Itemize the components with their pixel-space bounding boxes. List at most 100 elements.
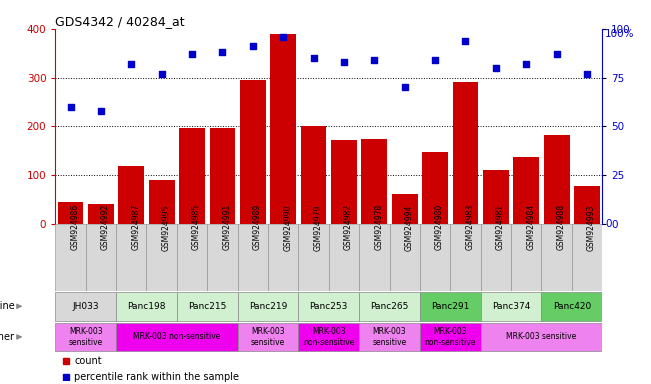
Bar [58, 202, 83, 224]
Point [187, 51, 197, 57]
Bar [422, 152, 448, 224]
Text: 100%: 100% [605, 29, 635, 39]
FancyBboxPatch shape [268, 224, 298, 291]
FancyBboxPatch shape [298, 224, 329, 291]
FancyBboxPatch shape [480, 323, 602, 351]
FancyBboxPatch shape [238, 323, 298, 351]
FancyBboxPatch shape [298, 292, 359, 321]
Text: Panc265: Panc265 [370, 302, 409, 311]
Text: GSM924990: GSM924990 [283, 204, 292, 250]
Bar [148, 180, 174, 224]
Point [65, 104, 76, 110]
Text: GSM924982: GSM924982 [344, 204, 353, 250]
FancyBboxPatch shape [420, 224, 450, 291]
Text: GSM924987: GSM924987 [132, 204, 140, 250]
Text: GSM924989: GSM924989 [253, 204, 262, 250]
Point [96, 108, 106, 114]
Text: MRK-003 sensitive: MRK-003 sensitive [506, 333, 577, 341]
Text: GSM924980: GSM924980 [435, 204, 444, 250]
FancyBboxPatch shape [116, 323, 238, 351]
FancyBboxPatch shape [389, 224, 420, 291]
FancyBboxPatch shape [116, 292, 177, 321]
FancyBboxPatch shape [55, 323, 116, 351]
Point [217, 49, 228, 55]
Text: other: other [0, 332, 14, 342]
Text: GSM924986: GSM924986 [70, 204, 79, 250]
Text: GSM924988: GSM924988 [557, 204, 566, 250]
Point [491, 65, 501, 71]
FancyBboxPatch shape [298, 323, 359, 351]
FancyBboxPatch shape [55, 292, 116, 321]
Text: Panc374: Panc374 [492, 302, 530, 311]
Text: GSM924978: GSM924978 [374, 204, 383, 250]
FancyBboxPatch shape [177, 224, 207, 291]
Bar [361, 139, 387, 224]
Bar [574, 186, 600, 224]
Text: MRK-003
non-sensitive: MRK-003 non-sensitive [424, 327, 476, 347]
Text: MRK-003
sensitive: MRK-003 sensitive [372, 327, 407, 347]
Text: GDS4342 / 40284_at: GDS4342 / 40284_at [55, 15, 185, 28]
Bar [392, 194, 418, 224]
Text: GSM924979: GSM924979 [314, 204, 322, 250]
Text: percentile rank within the sample: percentile rank within the sample [74, 372, 240, 382]
Point [247, 43, 258, 50]
FancyBboxPatch shape [238, 224, 268, 291]
FancyBboxPatch shape [542, 224, 572, 291]
FancyBboxPatch shape [572, 224, 602, 291]
Text: Panc215: Panc215 [188, 302, 227, 311]
Text: MRK-003 non-sensitive: MRK-003 non-sensitive [133, 333, 221, 341]
FancyBboxPatch shape [86, 224, 116, 291]
FancyBboxPatch shape [542, 292, 602, 321]
FancyBboxPatch shape [511, 224, 542, 291]
Point [460, 37, 471, 43]
Text: JH033: JH033 [72, 302, 99, 311]
Text: GSM924991: GSM924991 [223, 204, 231, 250]
Point [430, 57, 440, 63]
FancyBboxPatch shape [420, 292, 480, 321]
Text: GSM924983: GSM924983 [465, 204, 475, 250]
Bar [210, 128, 235, 224]
Text: GSM924992: GSM924992 [101, 204, 110, 250]
Text: GSM924984: GSM924984 [526, 204, 535, 250]
Text: MRK-003
sensitive: MRK-003 sensitive [251, 327, 285, 347]
Point [339, 59, 349, 65]
Point [551, 51, 562, 57]
Point [309, 55, 319, 61]
Text: Panc219: Panc219 [249, 302, 287, 311]
FancyBboxPatch shape [55, 224, 86, 291]
Text: GSM924985: GSM924985 [192, 204, 201, 250]
FancyBboxPatch shape [480, 292, 542, 321]
Text: count: count [74, 356, 102, 366]
FancyBboxPatch shape [450, 224, 480, 291]
Point [369, 57, 380, 63]
Point [156, 71, 167, 77]
Bar [88, 204, 114, 224]
FancyBboxPatch shape [359, 224, 389, 291]
Bar [483, 170, 509, 224]
Text: MRK-003
non-sensitive: MRK-003 non-sensitive [303, 327, 354, 347]
Point [126, 61, 137, 67]
Bar [544, 135, 570, 224]
Bar [118, 166, 145, 224]
FancyBboxPatch shape [359, 292, 420, 321]
Point [582, 71, 592, 77]
Bar [331, 140, 357, 224]
Text: Panc253: Panc253 [310, 302, 348, 311]
Text: 0: 0 [605, 219, 611, 229]
Bar [513, 157, 539, 224]
Text: cell line: cell line [0, 301, 14, 311]
Text: GSM924981: GSM924981 [496, 204, 505, 250]
Text: GSM924995: GSM924995 [161, 204, 171, 250]
Text: GSM924994: GSM924994 [405, 204, 413, 250]
FancyBboxPatch shape [480, 224, 511, 291]
Bar [452, 81, 478, 224]
FancyBboxPatch shape [329, 224, 359, 291]
Point [400, 84, 410, 91]
FancyBboxPatch shape [420, 323, 480, 351]
FancyBboxPatch shape [238, 292, 298, 321]
Text: Panc198: Panc198 [127, 302, 166, 311]
Bar [301, 126, 327, 224]
Text: Panc420: Panc420 [553, 302, 591, 311]
Text: GSM924993: GSM924993 [587, 204, 596, 250]
Point [521, 61, 531, 67]
